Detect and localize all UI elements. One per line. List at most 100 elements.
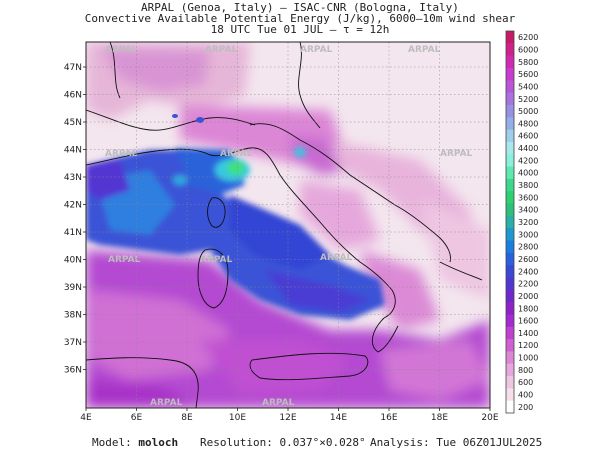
lon-label-20E: 20E	[481, 413, 498, 423]
colorbar-label-200: 200	[518, 403, 533, 412]
lat-label-36N: 36N	[64, 366, 82, 376]
colorbar-swatch	[506, 289, 514, 303]
colorbar-swatch	[506, 104, 514, 118]
colorbar-label-4400: 4400	[518, 144, 538, 153]
graticule	[86, 42, 490, 408]
watermark-arpal: ARPAL	[205, 45, 238, 55]
watermark-arpal: ARPAL	[220, 149, 253, 159]
colorbar-label-2200: 2200	[518, 280, 538, 289]
colorbar-swatch	[506, 203, 514, 217]
colorbar-label-4000: 4000	[518, 169, 538, 178]
footer-model: Model: moloch	[92, 436, 178, 449]
colorbar-swatch	[506, 67, 514, 81]
lat-label-39N: 39N	[64, 283, 82, 293]
footer-resolution-value: 0.037°×0.028°	[279, 436, 366, 449]
watermark-arpal: ARPAL	[150, 398, 183, 408]
cape-field-south	[86, 250, 490, 408]
colorbar-swatch	[506, 92, 514, 106]
colorbar-swatch	[506, 141, 514, 155]
footer-resolution-label: Resolution:	[200, 436, 273, 449]
coast-calabria	[371, 317, 399, 353]
coast-corsica	[207, 197, 226, 228]
colorbar-label-4800: 4800	[518, 119, 538, 128]
colorbar-swatch	[506, 178, 514, 192]
colorbar-swatch	[506, 339, 514, 352]
lon-label-4E: 4E	[80, 413, 92, 423]
lat-label-47N: 47N	[64, 63, 82, 73]
colorbar-swatch	[506, 43, 514, 57]
watermark-arpal: ARPAL	[105, 149, 138, 159]
lat-label-43N: 43N	[64, 173, 82, 183]
map-panel: ARPAL ARPAL ARPAL ARPAL ARPAL ARPAL ARPAL ARPAL…	[86, 42, 490, 408]
map-title-line3: 18 UTC Tue 01 JUL – τ = 12h	[210, 23, 390, 36]
border-alps	[86, 109, 256, 131]
cape-hotspot	[172, 147, 306, 186]
lakes	[172, 114, 204, 123]
colorbar-swatch	[506, 166, 514, 180]
lat-label-45N: 45N	[64, 118, 82, 128]
colorbar-label-1200: 1200	[518, 341, 538, 350]
lat-label-38N: 38N	[64, 311, 82, 321]
coast-africa	[86, 357, 199, 408]
coast-sicily	[249, 352, 369, 381]
colorbar-label-600: 600	[518, 378, 533, 387]
lon-label-18E: 18E	[431, 413, 448, 423]
watermark-arpal: ARPAL	[300, 45, 333, 55]
colorbar-label-3400: 3400	[518, 206, 538, 215]
lon-label-12E: 12E	[279, 413, 296, 423]
coast-apulia	[439, 261, 483, 281]
lat-label-37N: 37N	[64, 338, 82, 348]
colorbar-swatch	[506, 326, 514, 340]
colorbar-swatch	[506, 265, 514, 278]
colorbar-swatch	[506, 314, 514, 328]
colorbar-swatch	[506, 302, 514, 315]
colorbar-label-5400: 5400	[518, 82, 538, 91]
colorbar-swatch	[506, 388, 514, 402]
coastlines	[86, 42, 483, 408]
watermark-arpal: ARPAL	[408, 45, 441, 55]
colorbar: 6200 6000 5800 5600 5400 5200 5000 4800 4600 4400…	[505, 30, 538, 414]
cape-field-sea	[86, 148, 385, 320]
colorbar-swatch	[506, 351, 514, 365]
lat-label-42N: 42N	[64, 201, 82, 211]
map-title-line2: Convective Available Potential Energy (J…	[84, 12, 516, 25]
colorbar-label-2600: 2600	[518, 255, 538, 264]
colorbar-swatch	[506, 129, 514, 143]
watermark-arpal: ARPAL	[440, 149, 473, 159]
colorbar-label-3800: 3800	[518, 181, 538, 190]
colorbar-swatch	[506, 363, 514, 377]
colorbar-frame	[505, 30, 515, 414]
lat-label-44N: 44N	[64, 146, 82, 156]
footer-model-label: Model:	[92, 436, 132, 449]
latitude-labels: 47N 46N 45N 44N 43N 42N 41N 40N 39N 38N 37N 36N	[64, 63, 86, 376]
colorbar-swatch	[506, 252, 514, 266]
border-east	[298, 42, 321, 129]
watermark-arpal: ARPAL	[200, 255, 233, 265]
colorbar-label-4600: 4600	[518, 132, 538, 141]
lon-label-10E: 10E	[229, 413, 246, 423]
coast-italy-east	[249, 123, 451, 263]
colorbar-swatch	[506, 31, 514, 44]
footer-analysis: Analysis: Tue 06Z01JUL2025	[370, 436, 542, 449]
colorbar-label-5800: 5800	[518, 58, 538, 67]
lat-label-40N: 40N	[64, 256, 82, 266]
footer-analysis-value: Tue 06Z01JUL2025	[436, 436, 543, 449]
watermark-arpal: ARPAL	[262, 398, 295, 408]
colorbar-label-2800: 2800	[518, 243, 538, 252]
colorbar-label-5000: 5000	[518, 107, 538, 116]
colorbar-swatch	[506, 277, 514, 291]
lon-label-16E: 16E	[380, 413, 397, 423]
map-title-line1: ARPAL (Genoa, Italy) – ISAC-CNR (Bologna…	[141, 1, 459, 14]
colorbar-label-5200: 5200	[518, 95, 538, 104]
colorbar-label-800: 800	[518, 366, 533, 375]
colorbar-swatch	[506, 400, 514, 414]
lat-label-41N: 41N	[64, 228, 82, 238]
lon-label-6E: 6E	[131, 413, 143, 423]
colorbar-label-1000: 1000	[518, 354, 538, 363]
colorbar-swatch	[506, 376, 514, 389]
watermark-arpal: ARPAL	[105, 45, 138, 55]
coast-sardinia	[197, 248, 229, 309]
colorbar-swatch	[506, 117, 514, 131]
border-swiss	[109, 42, 121, 99]
